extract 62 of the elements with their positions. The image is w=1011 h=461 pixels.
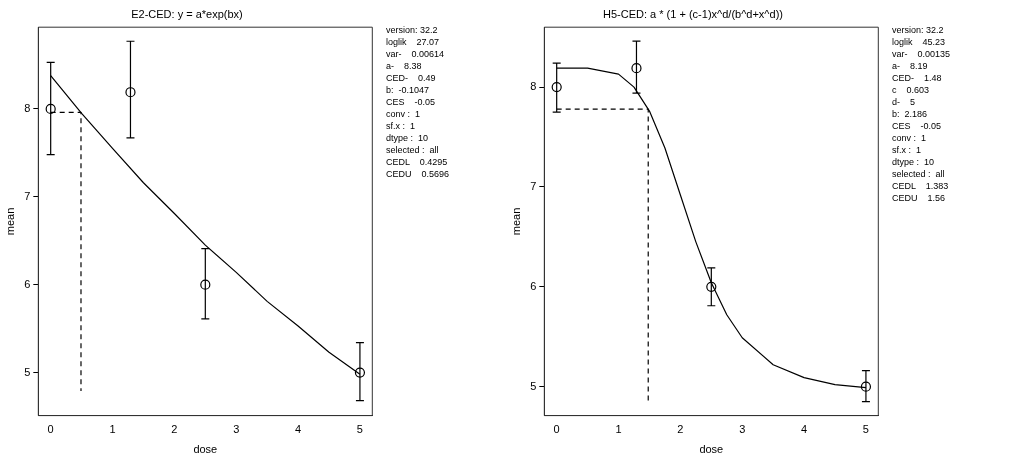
text: a- 8.38 (386, 60, 423, 72)
text: CES -0.05 (386, 96, 437, 108)
x-tick-label: 4 (295, 423, 302, 436)
y-tick-label: 8 (530, 80, 537, 93)
point (45, 103, 56, 115)
point (631, 63, 642, 74)
y-tick-label: 6 (530, 279, 537, 292)
text: version: 32.2 (386, 24, 439, 36)
text: conv : 1 (386, 108, 422, 120)
y-tick-label: 6 (24, 277, 31, 290)
x-tick-label: 2 (171, 423, 178, 436)
point (551, 82, 562, 93)
x-tick-label: 4 (801, 423, 808, 436)
x-tick-label: 5 (356, 423, 363, 436)
point (860, 381, 872, 392)
x-tick-label: 3 (739, 423, 746, 436)
x-axis-title: dose (193, 443, 218, 456)
x-tick-label: 0 (553, 423, 560, 436)
text: var- 0.00135 (892, 48, 951, 60)
y-tick-label: 5 (530, 379, 537, 392)
text: var- 0.00614 (386, 48, 446, 60)
x-tick-label: 3 (233, 423, 240, 436)
text: CEDL 1.383 (892, 180, 950, 192)
y-tick-label: 7 (530, 179, 537, 192)
text: d- 5 (892, 96, 916, 108)
text: dtype : 10 (892, 156, 936, 168)
text: sf.x : 1 (892, 144, 922, 156)
x-axis-title: dose (699, 443, 724, 456)
text: loglik 27.07 (386, 36, 441, 48)
point (125, 87, 136, 98)
text: b: 2.186 (892, 108, 929, 120)
text: CED- 0.49 (386, 72, 437, 84)
x-tick-label: 0 (47, 423, 54, 436)
y-tick-label: 8 (24, 101, 31, 114)
x-tick-label: 2 (677, 423, 684, 436)
text: selected : all (892, 168, 946, 180)
text: CES -0.05 (892, 120, 943, 132)
text: CEDU 1.56 (892, 192, 947, 204)
text: CED- 1.48 (892, 72, 943, 84)
text: conv : 1 (892, 132, 928, 144)
text: c 0.603 (892, 84, 931, 96)
y-tick-label: 5 (24, 365, 31, 378)
text: a- 8.19 (892, 60, 929, 72)
chart-title: H5-CED: a * (1 + (c-1)x^d/(b^d+x^d)) (603, 7, 783, 20)
text: CEDU 0.5696 (386, 168, 450, 180)
text: CEDL 0.4295 (386, 156, 449, 168)
x-tick-label: 1 (615, 423, 622, 436)
point (706, 281, 717, 292)
x-tick-label: 5 (862, 423, 869, 436)
y-axis-title: mean (3, 207, 16, 236)
text: selected : all (386, 144, 440, 156)
text: version: 32.2 (892, 24, 945, 36)
text: dtype : 10 (386, 132, 430, 144)
text: sf.x : 1 (386, 120, 416, 132)
point (200, 279, 211, 290)
x-tick-label: 1 (109, 423, 116, 436)
point (354, 367, 366, 378)
text: loglik 45.23 (892, 36, 947, 48)
chart-title: E2-CED: y = a*exp(bx) (131, 7, 243, 20)
y-tick-label: 7 (24, 189, 31, 202)
y-axis-title: mean (509, 207, 522, 236)
text: b: -0.1047 (386, 84, 431, 96)
